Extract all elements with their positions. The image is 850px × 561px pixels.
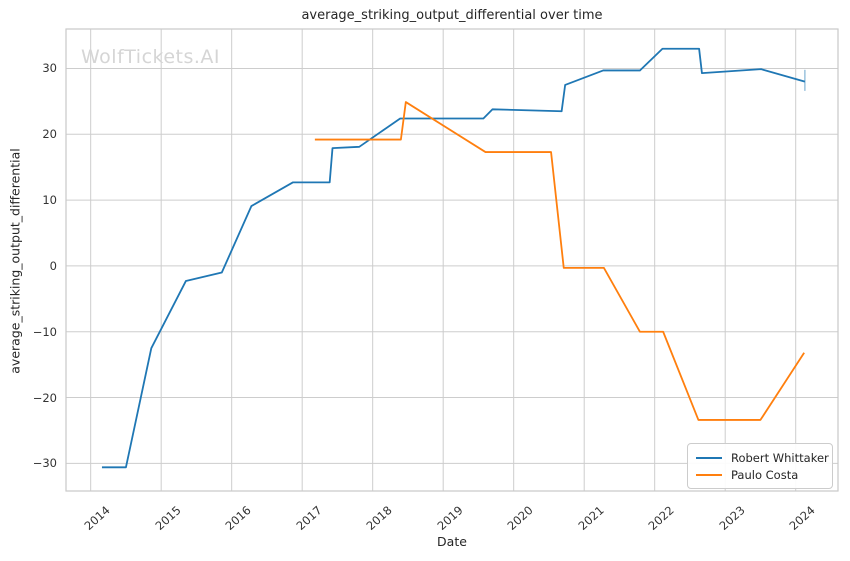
- y-tick-label: 30: [42, 61, 57, 76]
- watermark: WolfTickets.AI: [81, 46, 221, 68]
- plot-border: [65, 28, 839, 492]
- y-tick-label: −30: [32, 456, 57, 471]
- legend-item: Paulo Costa: [696, 466, 823, 483]
- chart-title: average_striking_output_differential ove…: [301, 8, 603, 23]
- x-axis-label: Date: [437, 534, 467, 549]
- y-tick-label: 0: [49, 258, 57, 273]
- series-line-1: [314, 101, 805, 421]
- y-tick-label: −10: [32, 324, 57, 339]
- y-tick-label: −20: [32, 390, 57, 405]
- series-line-0: [101, 47, 806, 469]
- legend: Robert Whittaker Paulo Costa: [687, 443, 833, 489]
- y-tick-label: 20: [42, 127, 57, 142]
- legend-label: Robert Whittaker: [731, 450, 829, 465]
- legend-line-sample: [696, 473, 722, 476]
- legend-label: Paulo Costa: [731, 467, 799, 482]
- legend-item: Robert Whittaker: [696, 449, 829, 466]
- y-axis-label: average_striking_output_differential: [7, 148, 23, 374]
- legend-line-sample: [696, 456, 722, 459]
- y-tick-label: 10: [42, 193, 57, 208]
